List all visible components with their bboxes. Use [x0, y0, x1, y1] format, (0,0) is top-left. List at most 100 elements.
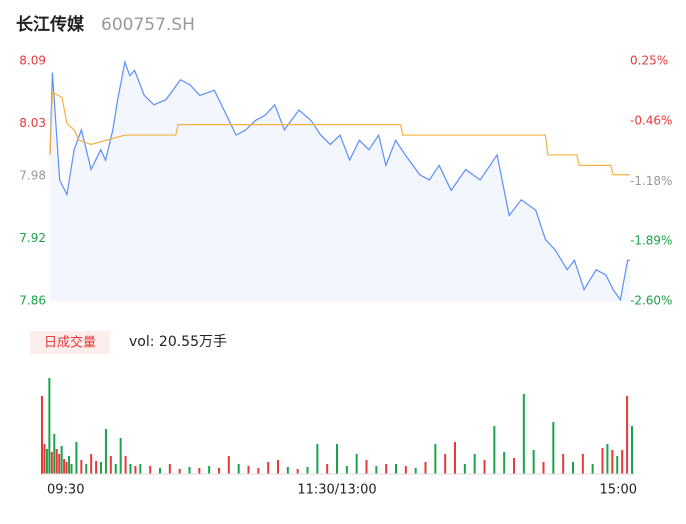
volume-bar: [345, 466, 348, 474]
volume-bar: [424, 462, 427, 474]
volume-bar: [621, 450, 624, 474]
volume-bar: [306, 467, 309, 474]
volume-bar: [434, 444, 437, 474]
series-line: [49, 59, 630, 302]
volume-bar: [53, 434, 56, 474]
volume-bar: [139, 464, 142, 474]
volume-bar: [414, 468, 417, 474]
volume-bar: [63, 459, 66, 474]
volume-bar: [286, 467, 289, 474]
volume-bar: [159, 468, 161, 474]
volume-bar: [41, 396, 43, 474]
volume-bar: [247, 466, 250, 474]
volume-bar: [316, 444, 319, 474]
y-tick-label: 7.86: [19, 294, 46, 308]
y2-tick-label: -1.89%: [630, 234, 672, 248]
volume-bar: [237, 464, 240, 474]
volume-bar: [326, 464, 329, 474]
volume-bar: [375, 466, 378, 474]
volume-bar: [404, 466, 407, 474]
volume-bar: [601, 448, 604, 474]
volume-bar: [355, 454, 358, 474]
volume-bar: [55, 449, 58, 474]
price-area: [50, 62, 630, 301]
volume-bar: [532, 450, 535, 474]
volume-bar: [95, 461, 98, 474]
volume-bar: [43, 444, 46, 474]
volume-bar: [208, 466, 211, 474]
volume-bar: [395, 464, 397, 474]
volume-bar: [114, 464, 117, 474]
volume-bar: [70, 464, 73, 474]
volume-bar: [85, 464, 88, 474]
volume-bar: [188, 467, 191, 474]
volume-text: vol: 20.55万手: [129, 334, 227, 350]
volume-bar: [552, 422, 555, 474]
volume-bar: [611, 450, 614, 474]
volume-bar: [168, 464, 171, 474]
y2-tick-label: 0.25%: [630, 54, 668, 68]
volume-bar: [572, 462, 574, 474]
y-tick-label: 8.09: [19, 54, 46, 68]
volume-bar: [68, 456, 71, 474]
volume-bar: [493, 426, 496, 474]
volume-bar: [365, 460, 368, 474]
x-tick-label: 11:30/13:00: [297, 483, 376, 498]
volume-bar: [503, 452, 506, 474]
volume-label: 日成交量: [44, 335, 96, 351]
volume-bar: [198, 468, 201, 474]
x-tick-label: 15:00: [600, 483, 637, 498]
volume-bar: [119, 438, 122, 474]
volume-bar: [65, 462, 68, 474]
volume-bar: [45, 449, 48, 474]
volume-bar: [473, 454, 476, 474]
volume-bar: [129, 464, 132, 474]
volume-bar: [454, 442, 456, 474]
volume-bar: [483, 460, 486, 474]
volume-bar: [336, 444, 338, 474]
y2-tick-label: -1.18%: [630, 174, 672, 188]
volume-bar: [178, 469, 181, 474]
volume-bar: [463, 464, 466, 474]
volume-bar: [218, 468, 220, 474]
volume-bar: [227, 456, 230, 474]
volume-bar: [616, 456, 619, 474]
volume-bar: [444, 454, 447, 474]
volume-bar: [109, 456, 112, 474]
volume-bar: [522, 394, 525, 474]
volume-bar: [149, 466, 152, 474]
volume-bar: [58, 454, 61, 474]
volume-bar: [277, 460, 279, 474]
chart-subtitle: 600757.SH: [101, 15, 195, 35]
volume-bar: [60, 446, 63, 474]
volume-bar: [75, 442, 78, 474]
volume-bar: [562, 454, 565, 474]
volume-bar: [90, 454, 93, 474]
volume-bar: [542, 462, 545, 474]
volume-bar: [606, 444, 609, 474]
volume-bar: [631, 426, 633, 474]
volume-bar: [104, 429, 107, 474]
volume-bar: [124, 456, 127, 474]
y-tick-label: 8.03: [19, 116, 46, 130]
volume-bar: [591, 464, 594, 474]
y-tick-label: 7.98: [19, 168, 46, 182]
x-tick-label: 09:30: [47, 483, 84, 498]
series-line: [49, 91, 630, 176]
volume-label-box: [30, 331, 110, 354]
y2-tick-label: -0.46%: [630, 113, 672, 127]
y-tick-label: 7.92: [19, 231, 46, 245]
volume-bar: [513, 458, 515, 474]
chart-title: 长江传媒: [16, 14, 85, 35]
volume-bar: [48, 378, 51, 474]
volume-bar: [626, 396, 629, 474]
y2-tick-label: -2.60%: [630, 294, 672, 308]
volume-bar: [134, 466, 137, 474]
volume-bar: [296, 469, 299, 474]
volume-bar: [581, 454, 584, 474]
volume-bar: [80, 460, 83, 474]
volume-bar: [50, 452, 53, 474]
volume-bar: [267, 462, 270, 474]
volume-bar: [385, 464, 388, 474]
